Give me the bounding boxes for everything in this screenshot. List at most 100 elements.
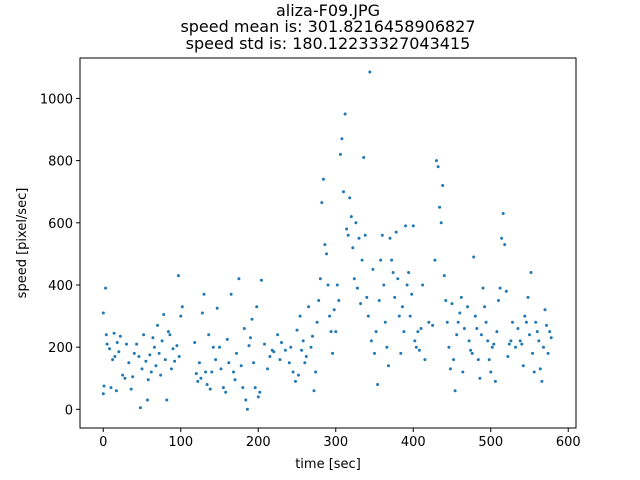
- data-point: [200, 311, 204, 315]
- data-point: [386, 364, 390, 368]
- data-point: [123, 376, 127, 380]
- data-point: [278, 358, 282, 362]
- data-point: [142, 333, 146, 337]
- data-point: [459, 295, 463, 299]
- data-point: [255, 305, 259, 309]
- data-point: [151, 336, 155, 340]
- data-point: [529, 271, 533, 274]
- data-point: [108, 347, 111, 351]
- data-point: [436, 165, 440, 169]
- data-point: [362, 156, 366, 159]
- data-point: [104, 333, 108, 337]
- data-point: [345, 227, 349, 231]
- y-tick-label: 400: [48, 279, 73, 294]
- x-tick-label: 400: [401, 435, 426, 450]
- data-point: [343, 112, 347, 116]
- data-point: [163, 358, 167, 362]
- data-point: [225, 337, 229, 341]
- data-point: [483, 305, 487, 309]
- data-point: [366, 314, 370, 318]
- data-point: [518, 339, 522, 343]
- x-tick-label: 500: [478, 435, 503, 450]
- data-point: [466, 305, 469, 309]
- data-point: [462, 327, 466, 330]
- data-point: [244, 398, 248, 402]
- data-point: [404, 224, 407, 228]
- data-point: [329, 330, 333, 334]
- data-point: [214, 358, 218, 362]
- data-point: [509, 339, 513, 343]
- data-point: [229, 292, 233, 296]
- data-point: [315, 320, 319, 324]
- data-point: [500, 236, 504, 240]
- data-point: [360, 258, 364, 262]
- data-point: [453, 389, 457, 393]
- data-point: [397, 314, 401, 318]
- data-point: [354, 221, 358, 225]
- data-point: [534, 320, 538, 324]
- data-point: [307, 305, 311, 309]
- x-axis-ticks: 0 100 200 300 400 500 600: [99, 428, 581, 450]
- data-point: [314, 370, 318, 374]
- data-point: [168, 333, 172, 337]
- data-point: [320, 201, 324, 205]
- data-point: [263, 342, 266, 346]
- chart-title: aliza-F09.JPG speed mean is: 301.8216458…: [180, 1, 475, 53]
- data-point: [371, 267, 375, 271]
- data-point: [118, 334, 122, 338]
- data-point: [516, 327, 520, 330]
- x-tick-label: 0: [99, 435, 107, 450]
- data-point: [461, 370, 465, 374]
- data-point: [492, 342, 496, 346]
- data-point: [331, 351, 335, 355]
- data-point: [102, 384, 106, 388]
- data-point: [531, 351, 535, 355]
- data-point: [487, 358, 491, 362]
- data-point: [410, 292, 414, 296]
- data-point: [456, 320, 460, 324]
- data-point: [173, 359, 177, 363]
- data-point: [545, 323, 548, 327]
- data-point: [215, 306, 219, 310]
- data-point: [252, 361, 256, 365]
- data-point: [149, 370, 153, 374]
- data-point: [521, 364, 525, 368]
- data-point: [452, 358, 456, 362]
- data-point: [335, 283, 339, 287]
- data-point: [207, 333, 211, 337]
- data-point: [165, 398, 169, 402]
- data-point: [479, 333, 483, 337]
- data-point: [135, 342, 139, 346]
- data-point: [197, 361, 201, 365]
- data-point: [180, 305, 184, 309]
- data-point: [444, 299, 448, 302]
- data-point: [145, 398, 149, 402]
- data-point: [303, 361, 307, 365]
- data-point: [176, 274, 180, 278]
- data-point: [435, 159, 438, 163]
- data-point: [318, 277, 322, 281]
- data-point: [258, 390, 262, 394]
- data-point: [317, 299, 321, 302]
- data-point: [247, 344, 251, 348]
- data-point: [484, 320, 488, 324]
- data-point: [481, 286, 485, 290]
- y-axis-label: speed [pixel/sec]: [15, 188, 30, 299]
- data-point: [205, 383, 209, 386]
- data-point: [421, 283, 425, 287]
- data-point: [193, 341, 197, 344]
- data-point: [399, 351, 403, 355]
- data-point: [162, 313, 166, 316]
- data-point: [493, 379, 497, 383]
- data-point: [549, 336, 553, 340]
- data-point: [125, 342, 128, 346]
- data-point: [280, 341, 283, 344]
- y-tick-label: 600: [48, 217, 73, 232]
- data-point: [540, 379, 544, 383]
- data-point: [458, 311, 462, 315]
- plot-frame: [79, 57, 577, 429]
- data-point: [325, 252, 328, 256]
- data-point: [208, 387, 212, 391]
- data-point: [385, 345, 389, 349]
- data-point: [383, 320, 387, 324]
